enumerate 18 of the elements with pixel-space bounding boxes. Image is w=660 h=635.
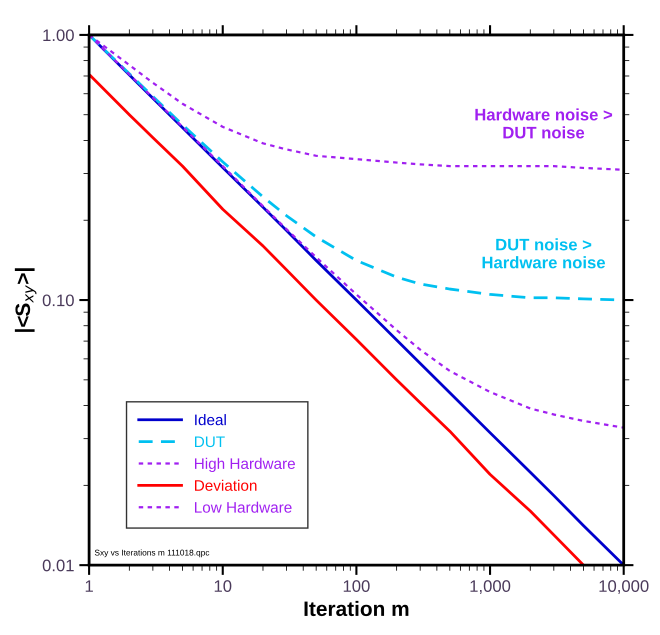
annotation: DUT noise > Hardware noise (482, 238, 606, 268)
legend-label: High Hardware (194, 458, 295, 472)
x-tick-label: 1,000 (470, 580, 510, 594)
x-axis-title: Iteration m (304, 600, 408, 616)
y-tick-label: 0.01 (42, 560, 74, 572)
x-tick-label: 100 (344, 580, 370, 592)
annotation: Hardware noise > DUT noise (475, 108, 612, 139)
y-tick-label: 1.00 (43, 29, 74, 42)
y-axis-title: |<S$_{xy}$>| (14, 268, 36, 332)
legend-label: Ideal (195, 414, 226, 426)
x-tick-label: 10,000 (599, 580, 649, 594)
legend-label: DUT (194, 436, 225, 448)
x-tick-label: 1 (86, 580, 93, 592)
legend-label: Low Hardware (194, 502, 292, 513)
x-tick-label: 10 (214, 580, 232, 592)
y-tick-label: 0.10 (42, 294, 74, 306)
legend-label: Deviation (194, 480, 256, 491)
annotation: Sxy vs Iterations m 111018.qpc (94, 549, 210, 558)
